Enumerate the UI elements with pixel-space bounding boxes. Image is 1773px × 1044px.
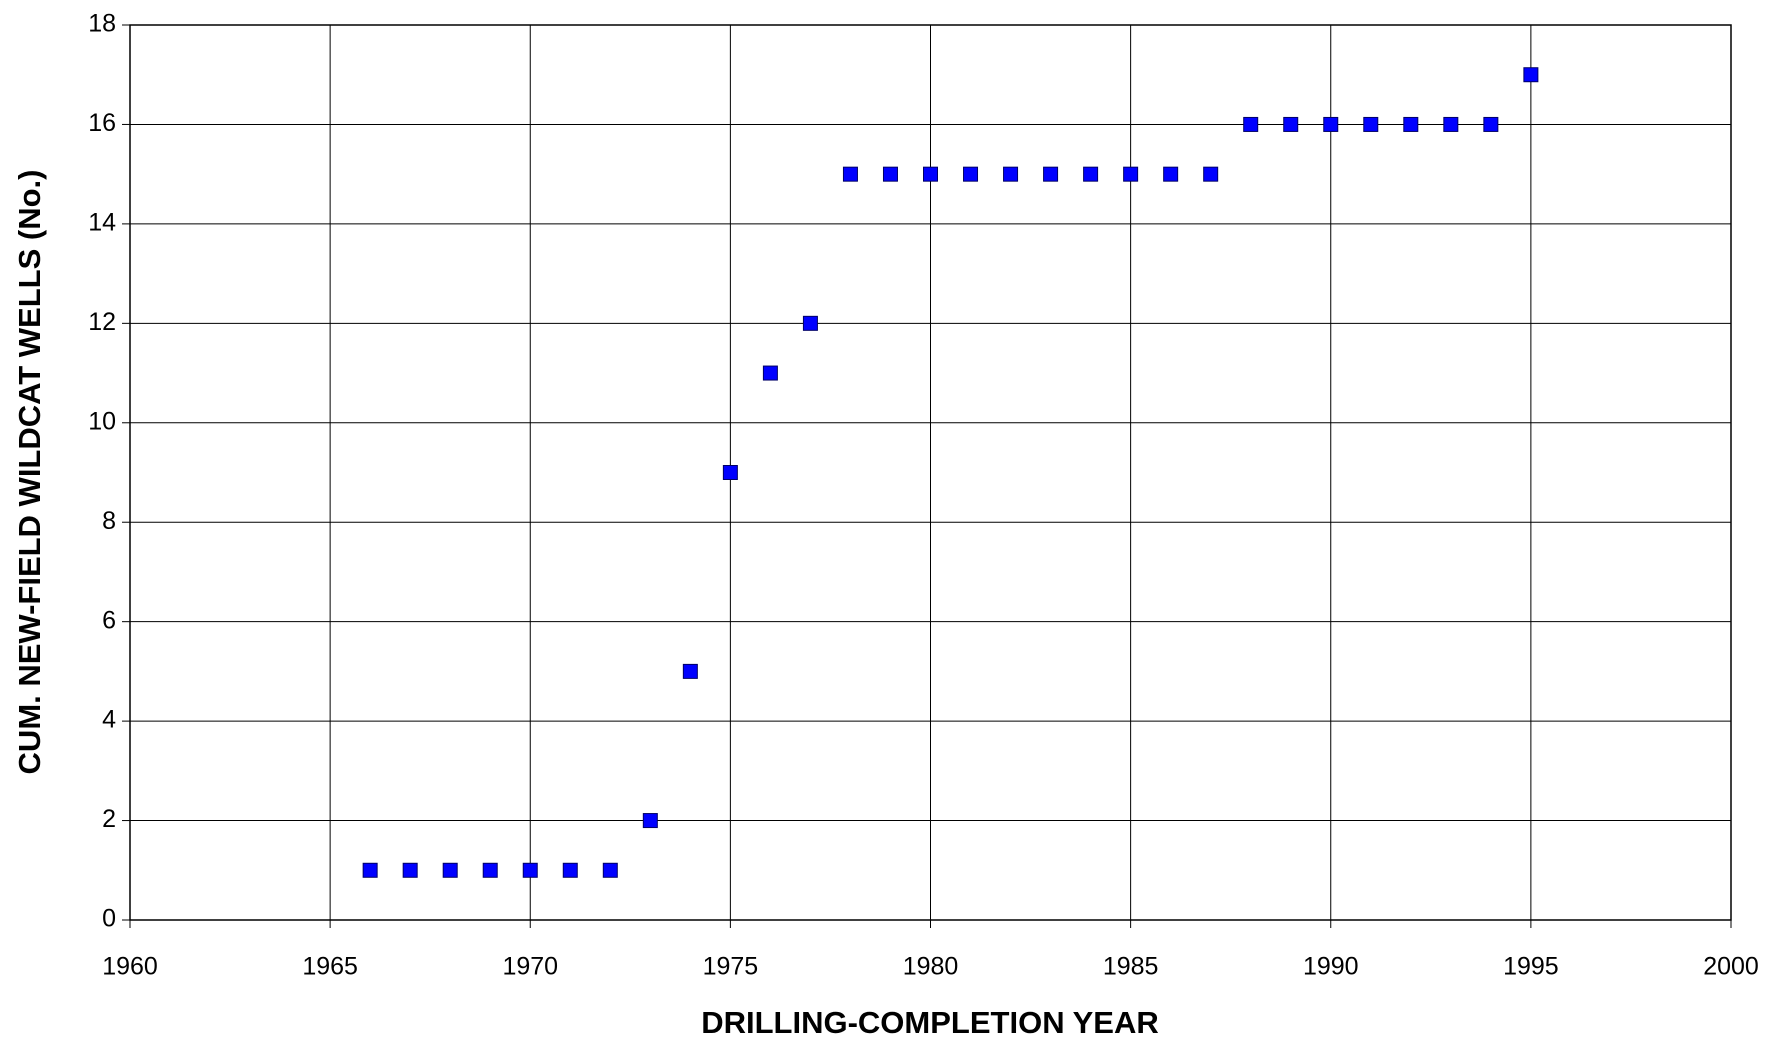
marker [482,862,498,878]
x-tick-label: 1975 [703,953,759,981]
marker [923,166,938,182]
y-tick-label: 14 [88,208,116,236]
x-tick-label: 1980 [903,953,959,981]
marker [1203,166,1219,182]
marker [1403,116,1419,132]
marker [882,166,898,182]
marker [1443,116,1459,132]
y-tick-label: 6 [102,606,116,634]
marker [442,862,458,878]
y-tick-label: 2 [102,805,116,833]
y-tick-label: 4 [102,706,116,734]
marker [1003,166,1019,182]
x-tick-label: 2000 [1703,953,1759,981]
marker [1323,116,1339,132]
y-tick-label: 12 [88,308,116,336]
marker [1523,67,1539,83]
marker [1483,116,1499,132]
marker [522,862,538,878]
y-axis-title: CUM. NEW-FIELD WILDCAT WELLS (No.) [12,170,47,775]
x-tick-label: 1995 [1503,953,1559,981]
marker [722,465,738,480]
x-tick-label: 1985 [1103,953,1159,981]
y-tick-label: 16 [88,109,116,137]
marker [642,813,658,829]
y-tick-label: 0 [102,905,116,933]
marker [963,166,979,182]
marker [402,862,418,878]
y-tick-label: 18 [88,10,116,38]
marker [842,166,858,182]
marker [1163,166,1179,182]
x-tick-label: 1990 [1303,953,1359,981]
marker [1123,166,1139,182]
marker [1283,116,1299,132]
marker [1043,166,1059,182]
y-tick-label: 8 [102,507,116,535]
marker [682,663,698,679]
marker [1243,116,1259,132]
plot-frame [129,24,1732,921]
y-tick-label: 10 [88,407,116,435]
x-tick-label: 1960 [102,953,158,981]
marker [1363,116,1379,132]
marker [362,862,378,878]
marker [1083,166,1099,182]
marker [762,365,778,381]
x-tick-label: 1970 [502,953,558,981]
x-tick-label: 1965 [302,953,358,981]
marker [602,862,618,878]
x-axis-title: DRILLING-COMPLETION YEAR [701,1005,1159,1040]
marker [802,315,818,331]
marker [562,862,578,878]
